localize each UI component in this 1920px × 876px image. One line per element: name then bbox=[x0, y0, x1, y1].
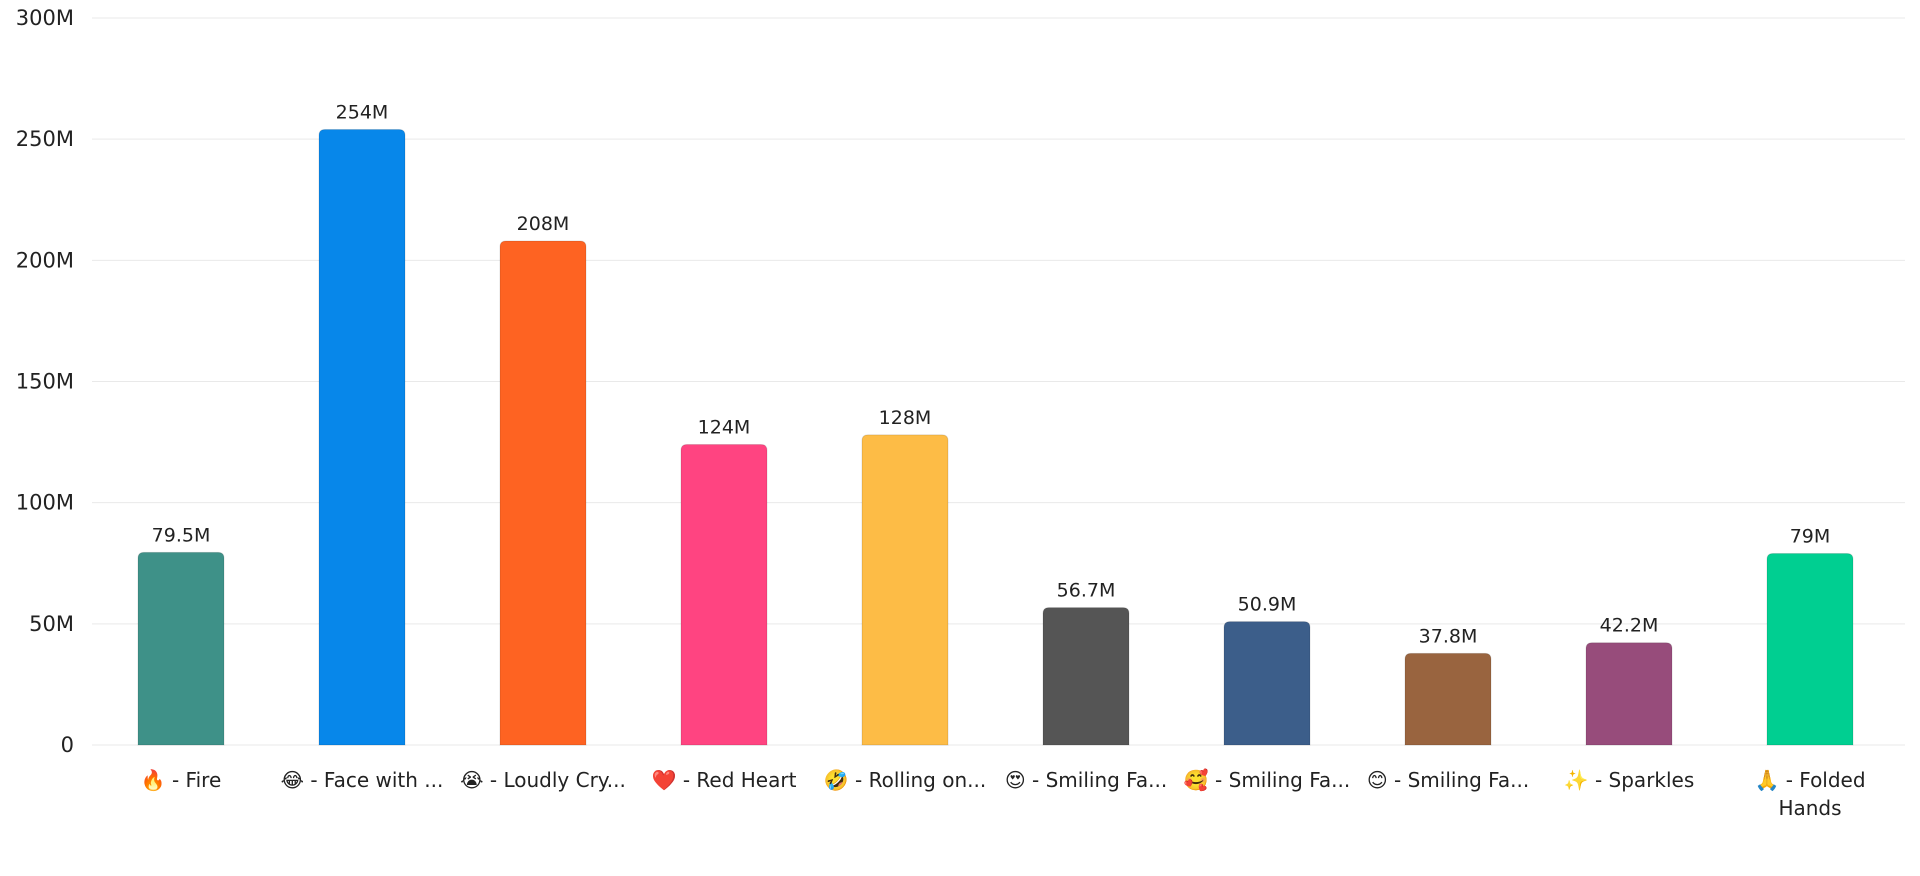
x-tick-label: 🥰 - Smiling Fa... bbox=[1184, 768, 1350, 792]
y-tick-label: 200M bbox=[16, 248, 74, 272]
x-tick-label: 🤣 - Rolling on... bbox=[823, 768, 986, 793]
category-emoji: 😭 bbox=[460, 768, 490, 792]
category-text: - Rolling on... bbox=[855, 768, 986, 792]
category-text: - Face with ... bbox=[310, 768, 443, 792]
category-text: - Sparkles bbox=[1595, 768, 1694, 792]
category-emoji: 🤣 bbox=[823, 768, 855, 793]
x-tick-label: ✨ - Sparkles bbox=[1564, 768, 1695, 792]
category-emoji: ✨ bbox=[1564, 768, 1595, 792]
bar-value-label: 79M bbox=[1790, 526, 1831, 548]
bars bbox=[137, 128, 1854, 746]
bar-value-label: 208M bbox=[517, 213, 570, 235]
y-tick-label: 300M bbox=[16, 6, 74, 30]
y-tick-label: 50M bbox=[29, 612, 74, 636]
category-emoji: 😂 bbox=[281, 768, 311, 792]
x-tick-label: Hands bbox=[1778, 796, 1841, 820]
bar-value-label: 128M bbox=[879, 407, 932, 429]
bar-value-label: 79.5M bbox=[152, 524, 211, 546]
bar-value-label: 56.7M bbox=[1057, 580, 1116, 602]
bar bbox=[499, 240, 587, 746]
x-tick-label: 🔥 - Fire bbox=[141, 768, 222, 792]
y-tick-label: 100M bbox=[16, 491, 74, 515]
bar-value-label: 124M bbox=[698, 417, 751, 439]
category-text: - Smiling Fa... bbox=[1215, 768, 1350, 792]
category-text: - Smiling Fa... bbox=[1394, 768, 1529, 792]
bar-value-labels: 79.5M 254M 208M 124M 128M 56.7M 50.9M 37.8M 42.2… bbox=[152, 101, 1831, 647]
x-tick-label: 😍 - Smiling Fa... bbox=[1005, 768, 1167, 792]
category-emoji: 😊 bbox=[1367, 768, 1394, 792]
bar-value-label: 254M bbox=[336, 101, 389, 123]
y-tick-label: 0 bbox=[61, 733, 74, 757]
bar bbox=[680, 444, 768, 746]
bar-value-label: 37.8M bbox=[1419, 625, 1478, 647]
category-text: - Folded bbox=[1786, 768, 1866, 792]
x-tick-label: 😭 - Loudly Cry... bbox=[460, 768, 626, 792]
category-emoji: 🔥 bbox=[141, 768, 172, 792]
bar bbox=[1042, 607, 1130, 746]
bar bbox=[1766, 553, 1854, 746]
category-text: - Loudly Cry... bbox=[490, 768, 626, 792]
x-tick-label: 🙏 - Folded bbox=[1754, 768, 1865, 792]
y-tick-label: 250M bbox=[16, 127, 74, 151]
category-emoji: 😍 bbox=[1005, 768, 1032, 792]
bar bbox=[137, 551, 225, 746]
bar bbox=[1585, 642, 1673, 746]
x-axis-category-labels: 🔥 - Fire 😂 - Face with ... 😭 - Loudly Cry.… bbox=[141, 768, 1866, 820]
bar bbox=[861, 434, 949, 746]
bar bbox=[318, 128, 406, 746]
category-text: - Smiling Fa... bbox=[1032, 768, 1167, 792]
category-emoji: 🙏 bbox=[1754, 768, 1785, 792]
bar bbox=[1404, 652, 1492, 746]
bar bbox=[1223, 621, 1311, 746]
y-axis-tick-labels: 0 50M 100M 150M 200M 250M 300M bbox=[16, 6, 74, 757]
category-text: - Red Heart bbox=[683, 768, 797, 792]
category-text: - Fire bbox=[172, 768, 221, 792]
category-emoji: ❤️ bbox=[652, 768, 683, 792]
x-tick-label: 😊 - Smiling Fa... bbox=[1367, 768, 1529, 792]
y-tick-label: 150M bbox=[16, 370, 74, 394]
bar-value-label: 50.9M bbox=[1238, 594, 1297, 616]
x-tick-label: ❤️ - Red Heart bbox=[652, 768, 797, 792]
x-tick-label: 😂 - Face with ... bbox=[281, 768, 444, 792]
category-emoji: 🥰 bbox=[1184, 768, 1215, 792]
bar-value-label: 42.2M bbox=[1600, 615, 1659, 637]
